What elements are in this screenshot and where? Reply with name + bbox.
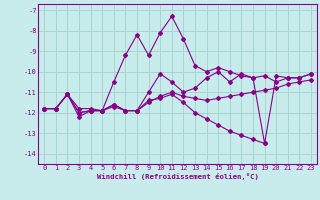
X-axis label: Windchill (Refroidissement éolien,°C): Windchill (Refroidissement éolien,°C) (97, 173, 259, 180)
